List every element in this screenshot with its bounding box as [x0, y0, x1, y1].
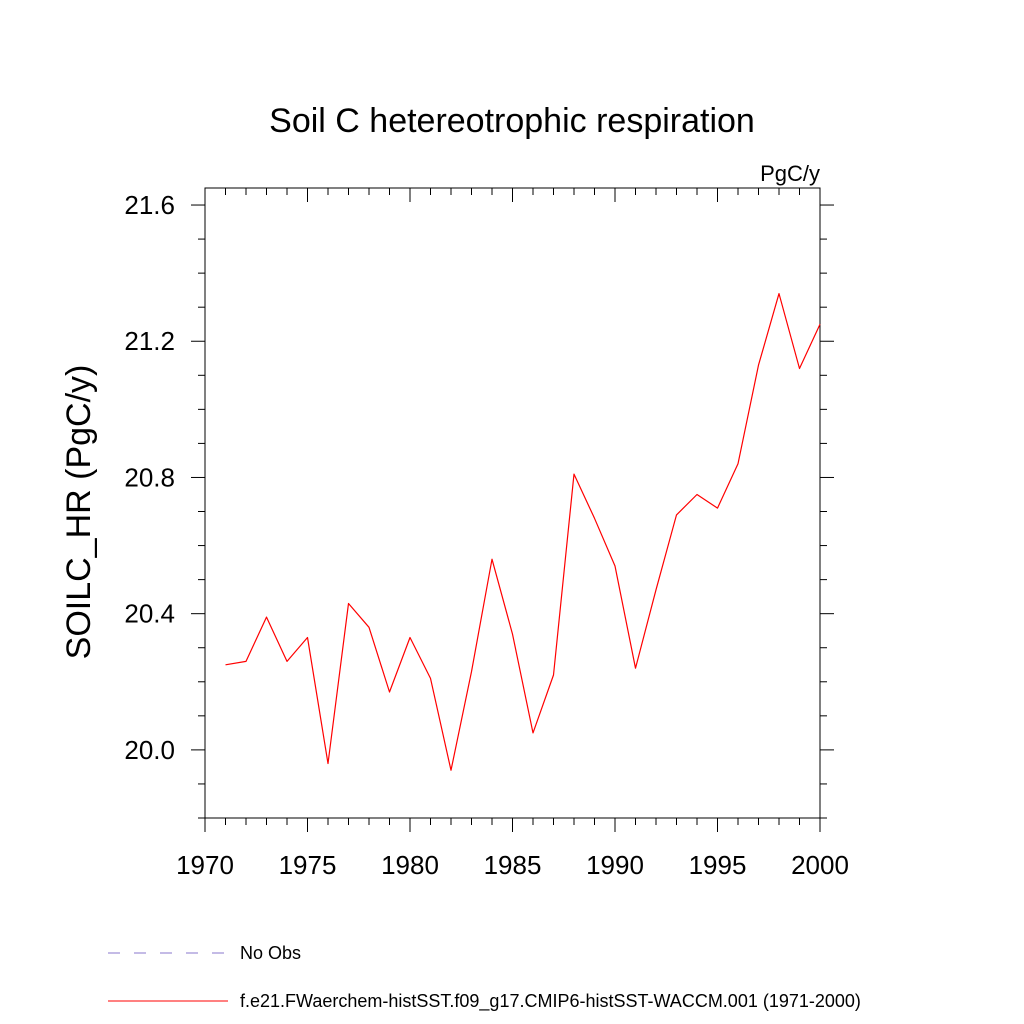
y-tick-label: 21.2 — [124, 326, 175, 356]
x-tick-label: 1985 — [484, 850, 542, 880]
chart-title: Soil C hetereotrophic respiration — [269, 102, 755, 140]
y-tick-label: 21.6 — [124, 190, 175, 220]
x-tick-label: 1995 — [689, 850, 747, 880]
ticks: 1970 1975 1980 1985 1990 1995 2000 20.0 20.4 20.8… — [124, 188, 849, 880]
units-label: PgC/y — [760, 161, 820, 186]
x-tick-label: 1980 — [381, 850, 439, 880]
y-tick-label: 20.8 — [124, 462, 175, 492]
y-tick-label: 20.0 — [124, 735, 175, 765]
legend-label-model-run: f.e21.FWaerchem-histSST.f09_g17.CMIP6-hi… — [240, 991, 861, 1012]
y-axis-label: SOILC_HR (PgC/y) — [60, 365, 98, 660]
x-tick-label: 1990 — [586, 850, 644, 880]
series-layer — [225, 293, 821, 771]
legend-label-no-obs: No Obs — [240, 943, 301, 963]
x-tick-label: 1975 — [279, 850, 337, 880]
legend: No Obs f.e21.FWaerchem-histSST.f09_g17.C… — [108, 943, 861, 1012]
x-tick-label: 1970 — [176, 850, 234, 880]
x-tick-label: 2000 — [791, 850, 849, 880]
y-tick-label: 20.4 — [124, 599, 175, 629]
series-line-0 — [225, 293, 821, 771]
plot-frame — [204, 187, 821, 819]
axes — [204, 187, 821, 819]
